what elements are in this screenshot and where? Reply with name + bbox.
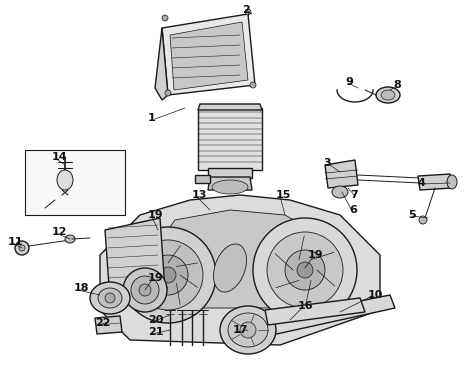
Polygon shape (418, 174, 452, 190)
Text: 5: 5 (408, 210, 416, 220)
Ellipse shape (105, 293, 115, 303)
Text: 11: 11 (8, 237, 24, 247)
Text: 19: 19 (148, 273, 164, 283)
Text: 7: 7 (350, 190, 358, 200)
Polygon shape (170, 22, 248, 90)
Text: 19: 19 (148, 210, 164, 220)
Polygon shape (162, 14, 255, 95)
Polygon shape (198, 104, 262, 110)
Text: 4: 4 (418, 178, 426, 188)
Ellipse shape (285, 250, 325, 290)
Polygon shape (265, 298, 365, 325)
Polygon shape (105, 218, 165, 300)
Ellipse shape (447, 175, 457, 189)
Text: 8: 8 (393, 80, 401, 90)
Ellipse shape (332, 186, 348, 198)
Text: 18: 18 (74, 283, 90, 293)
Text: 21: 21 (148, 327, 164, 337)
Polygon shape (208, 177, 252, 190)
Polygon shape (265, 295, 395, 335)
Polygon shape (95, 316, 122, 334)
Ellipse shape (212, 180, 248, 194)
Ellipse shape (220, 306, 276, 354)
Ellipse shape (419, 216, 427, 224)
Ellipse shape (57, 170, 73, 190)
Ellipse shape (98, 288, 122, 308)
Text: 17: 17 (233, 325, 248, 335)
Polygon shape (195, 175, 210, 183)
Ellipse shape (245, 9, 251, 15)
Text: 19: 19 (308, 250, 324, 260)
Text: 15: 15 (276, 190, 292, 200)
Ellipse shape (253, 218, 357, 322)
Bar (25, 150, 125, 215)
Text: 13: 13 (192, 190, 207, 200)
Ellipse shape (376, 87, 400, 103)
Ellipse shape (162, 15, 168, 21)
Ellipse shape (19, 245, 25, 251)
Ellipse shape (213, 244, 246, 292)
Polygon shape (100, 195, 380, 345)
Text: 10: 10 (368, 290, 383, 300)
Text: 6: 6 (349, 205, 357, 215)
Ellipse shape (381, 90, 395, 100)
Ellipse shape (65, 235, 75, 243)
Ellipse shape (165, 90, 171, 96)
Text: 20: 20 (148, 315, 164, 325)
Text: 14: 14 (52, 152, 68, 162)
Ellipse shape (160, 267, 176, 283)
Polygon shape (325, 160, 358, 188)
Ellipse shape (15, 241, 29, 255)
Ellipse shape (133, 240, 203, 310)
Ellipse shape (90, 282, 130, 314)
Ellipse shape (120, 227, 216, 323)
Polygon shape (198, 108, 262, 170)
Text: 3: 3 (323, 158, 331, 168)
Ellipse shape (297, 262, 313, 278)
Ellipse shape (240, 322, 256, 338)
Text: 1: 1 (147, 113, 155, 123)
Text: 22: 22 (95, 318, 110, 328)
Ellipse shape (228, 313, 268, 347)
Ellipse shape (123, 268, 167, 312)
Ellipse shape (139, 284, 151, 296)
Ellipse shape (148, 255, 188, 295)
Ellipse shape (250, 82, 256, 88)
Text: 16: 16 (298, 301, 314, 311)
Text: 2: 2 (242, 5, 250, 15)
Ellipse shape (267, 232, 343, 308)
Polygon shape (208, 168, 252, 178)
Text: 12: 12 (52, 227, 67, 237)
Ellipse shape (131, 276, 159, 304)
Polygon shape (140, 210, 340, 308)
Polygon shape (155, 28, 168, 100)
Text: 9: 9 (345, 77, 353, 87)
